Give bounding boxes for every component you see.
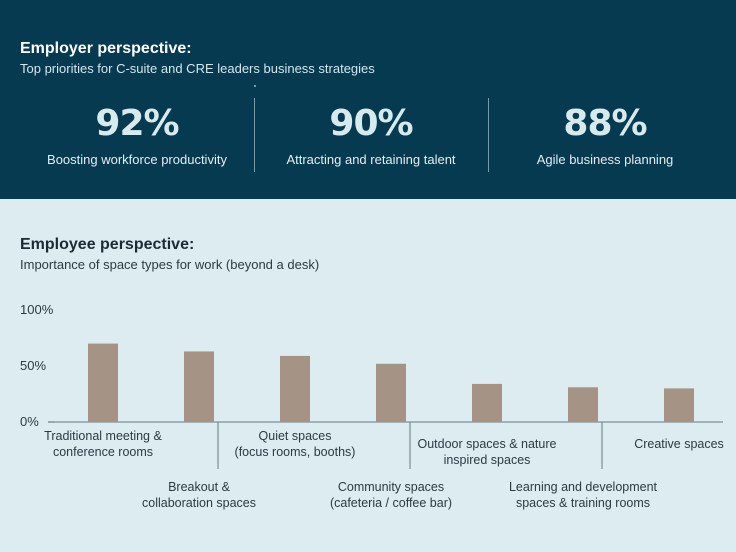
category-label: Creative spaces	[634, 437, 724, 451]
category-label: Learning and development	[509, 480, 658, 494]
bar-chart: 0% 50% 100% Traditional meeting & conference…	[20, 302, 724, 510]
category-label: collaboration spaces	[142, 496, 256, 510]
bar	[88, 343, 118, 422]
category-label: conference rooms	[53, 445, 153, 459]
y-tick-label: 0%	[20, 414, 39, 429]
category-label: (cafeteria / coffee bar)	[330, 496, 452, 510]
bar	[280, 355, 310, 422]
divider-dot	[254, 85, 256, 87]
employer-title: Employer perspective:	[20, 40, 192, 57]
employer-section: Employer perspective: Top priorities for…	[0, 0, 736, 199]
y-tick-label: 100%	[20, 302, 54, 317]
stat-value: 90%	[329, 103, 413, 144]
category-label: inspired spaces	[444, 453, 531, 467]
stat-divider	[488, 98, 489, 172]
employee-section: Employee perspective: Importance of spac…	[0, 199, 736, 552]
bar	[376, 363, 406, 422]
category-label: Outdoor spaces & nature	[418, 437, 557, 451]
stat-talent: 90% Attracting and retaining talent	[256, 103, 486, 167]
category-label: Quiet spaces	[259, 429, 332, 443]
stat-productivity: 92% Boosting workforce productivity	[22, 103, 252, 167]
bar	[664, 388, 694, 422]
stat-label: Attracting and retaining talent	[286, 152, 456, 167]
employee-title: Employee perspective:	[20, 236, 195, 253]
stat-value: 88%	[563, 103, 647, 144]
category-label: Traditional meeting &	[44, 429, 162, 443]
y-tick-label: 50%	[20, 358, 46, 373]
bar	[568, 387, 598, 422]
employee-subtitle: Importance of space types for work (beyo…	[20, 257, 320, 272]
category-label: spaces & training rooms	[516, 496, 650, 510]
stat-divider	[254, 98, 255, 172]
category-label: Community spaces	[338, 480, 444, 494]
bar	[472, 383, 502, 422]
stat-value: 92%	[95, 103, 179, 144]
stat-label: Boosting workforce productivity	[47, 152, 227, 167]
category-label: Breakout &	[168, 480, 231, 494]
stat-agile: 88% Agile business planning	[490, 103, 720, 167]
bar	[184, 351, 214, 422]
employer-subtitle: Top priorities for C-suite and CRE leade…	[20, 61, 375, 76]
category-label: (focus rooms, booths)	[235, 445, 356, 459]
stat-label: Agile business planning	[536, 152, 674, 167]
